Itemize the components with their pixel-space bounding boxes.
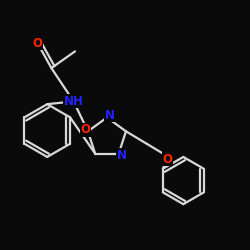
Text: O: O (32, 36, 42, 50)
Text: O: O (163, 152, 173, 166)
Text: N: N (105, 109, 115, 122)
Text: NH: NH (64, 95, 84, 108)
Text: N: N (117, 148, 127, 162)
Text: O: O (80, 124, 90, 136)
